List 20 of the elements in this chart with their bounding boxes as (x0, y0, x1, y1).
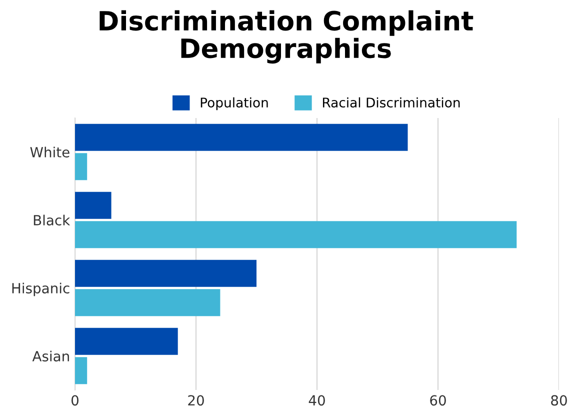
legend-label: Racial Discrimination (322, 97, 460, 108)
x-tick-label: 80 (551, 395, 567, 406)
x-tick-label: 0 (71, 395, 78, 406)
bar (75, 221, 517, 248)
bar (75, 153, 88, 180)
x-tick-label: 20 (188, 395, 204, 406)
y-tick-label: Asian (32, 350, 69, 362)
y-tick-label: Black (34, 214, 70, 226)
bar (75, 357, 88, 384)
legend-label: Population (200, 97, 268, 110)
x-tick-label: 40 (308, 395, 325, 406)
chart-title: Discrimination Complaint Demographics (100, 10, 474, 64)
x-tick-label: 60 (430, 395, 446, 406)
bar (75, 260, 256, 287)
bar (75, 192, 112, 219)
y-tick-label: Hispanic (12, 282, 70, 296)
y-tick-label: White (30, 146, 70, 158)
bar (75, 328, 178, 355)
bar (75, 124, 408, 151)
bar (75, 289, 220, 316)
